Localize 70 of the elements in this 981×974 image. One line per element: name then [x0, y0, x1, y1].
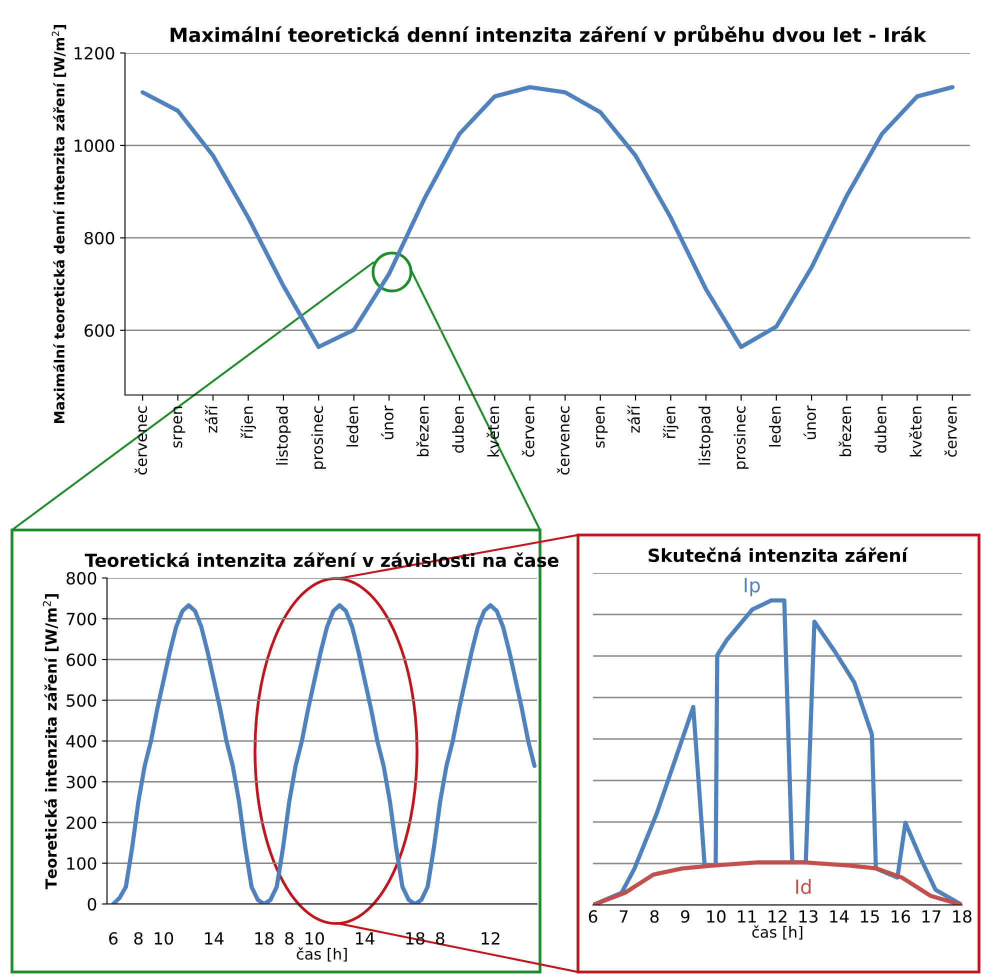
x-tick-label: leden	[768, 406, 781, 446]
x-axis-title: čas [h]	[296, 947, 347, 962]
y-tick-label: 1200	[74, 46, 114, 60]
x-tick-label: 14	[356, 932, 374, 944]
chart-title: Skutečná intenzita záření	[648, 547, 908, 562]
x-axis-title: čas [h]	[752, 925, 802, 940]
x-tick-label: 10	[707, 910, 726, 923]
x-tick-label: únor	[804, 405, 816, 440]
x-tick-label: 18	[255, 932, 274, 945]
x-tick-label: 14	[830, 910, 849, 923]
x-tick-label: září	[205, 405, 218, 433]
x-tick-label: 12	[768, 910, 786, 923]
x-tick-label: prosinec	[734, 406, 749, 469]
x-tick-label: červen	[522, 406, 534, 457]
series-label: Id	[796, 879, 811, 894]
x-tick-label: 6	[588, 910, 598, 923]
line-series	[140, 85, 954, 350]
x-tick-label: 8	[285, 932, 294, 945]
x-tick-label: září	[628, 405, 640, 433]
y-axis-title: Maximální teoretická denní intenzita záření [W/m$^{2}$]	[52, 25, 66, 423]
x-tick-label: duben	[452, 406, 464, 453]
y-tick-label: 200	[66, 816, 96, 830]
x-tick-label: květen	[486, 406, 500, 456]
x-tick-label: 8	[650, 910, 659, 923]
x-tick-label: 10	[154, 932, 174, 945]
y-tick-label: 0	[88, 898, 96, 911]
x-tick-label: 16	[892, 910, 910, 923]
y-axis-title: Teoretická intenzita záření [W/m$^{2}$]	[42, 594, 59, 890]
x-tick-label: prosinec	[311, 406, 326, 469]
x-tick-label: srpen	[596, 406, 608, 448]
x-tick-label: červenec	[134, 406, 148, 475]
x-tick-label: 17	[922, 910, 940, 923]
x-tick-label: srpen	[173, 406, 186, 448]
x-tick-label: 15	[860, 910, 879, 923]
x-tick-label: únor	[381, 405, 394, 440]
y-tick-label: 700	[66, 612, 96, 626]
x-tick-label: listopad	[276, 406, 291, 465]
y-tick-label: 1000	[74, 139, 114, 152]
y-tick-label: 500	[66, 694, 96, 707]
x-tick-label: červenec	[557, 406, 570, 475]
x-tick-label: 10	[306, 932, 324, 945]
x-tick-label: červen	[944, 406, 957, 457]
x-tick-label: březen	[416, 406, 429, 456]
x-tick-label: 18	[953, 910, 972, 923]
x-tick-label: leden	[346, 406, 358, 446]
x-tick-label: 9	[680, 910, 690, 923]
y-tick-label: 100	[67, 857, 96, 870]
x-tick-label: 8	[134, 932, 143, 945]
x-tick-label: 12	[482, 932, 500, 944]
x-tick-label: březen	[838, 406, 852, 456]
x-tick-label: 8	[436, 932, 444, 945]
x-tick-label: říjen	[663, 406, 678, 438]
x-tick-label: 7	[620, 910, 628, 923]
y-tick-label: 600	[66, 653, 96, 666]
series-label: Ip	[744, 578, 760, 596]
x-tick-label: 11	[738, 910, 756, 923]
y-tick-label: 800	[84, 232, 114, 244]
line-series	[111, 603, 537, 904]
x-tick-label: 13	[799, 910, 818, 923]
y-tick-label: 300	[66, 776, 96, 788]
x-tick-label: květen	[909, 406, 922, 456]
y-tick-label: 400	[66, 734, 96, 748]
chart-title: Maximální teoretická denní intenzita záření v průběhu dvou let - Irák	[170, 24, 926, 46]
x-tick-label: duben	[874, 406, 886, 453]
x-tick-label: říjen	[240, 406, 256, 438]
y-tick-label: 600	[84, 324, 114, 337]
x-tick-label: listopad	[698, 406, 714, 465]
x-tick-label: 6	[109, 932, 118, 945]
x-tick-label: 14	[205, 932, 224, 944]
y-tick-label: 800	[66, 572, 96, 585]
